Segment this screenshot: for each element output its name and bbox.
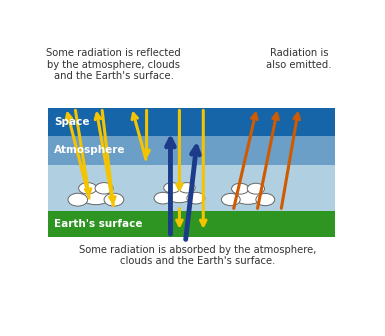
- Ellipse shape: [68, 193, 88, 206]
- Ellipse shape: [221, 194, 240, 206]
- Ellipse shape: [166, 188, 193, 203]
- Ellipse shape: [247, 183, 264, 194]
- Ellipse shape: [81, 189, 110, 205]
- Ellipse shape: [256, 194, 275, 206]
- Bar: [48, 108, 335, 136]
- Ellipse shape: [95, 183, 113, 194]
- Bar: [48, 165, 335, 211]
- Ellipse shape: [104, 193, 124, 206]
- Bar: [48, 211, 335, 237]
- Ellipse shape: [154, 192, 172, 204]
- Text: Radiation is
also emitted.: Radiation is also emitted.: [266, 48, 331, 70]
- Bar: [48, 136, 335, 165]
- Text: Atmosphere: Atmosphere: [54, 145, 126, 155]
- Text: Earth's surface: Earth's surface: [54, 219, 142, 229]
- Text: Space: Space: [54, 117, 90, 127]
- Text: Some radiation is reflected
by the atmosphere, clouds
and the Earth's surface.: Some radiation is reflected by the atmos…: [46, 48, 181, 81]
- Ellipse shape: [79, 183, 97, 194]
- Text: Some radiation is absorbed by the atmosphere,
clouds and the Earth's surface.: Some radiation is absorbed by the atmosp…: [79, 245, 316, 266]
- Ellipse shape: [234, 190, 262, 204]
- Ellipse shape: [187, 192, 205, 204]
- Ellipse shape: [164, 183, 180, 193]
- Ellipse shape: [232, 183, 249, 194]
- Ellipse shape: [179, 183, 195, 193]
